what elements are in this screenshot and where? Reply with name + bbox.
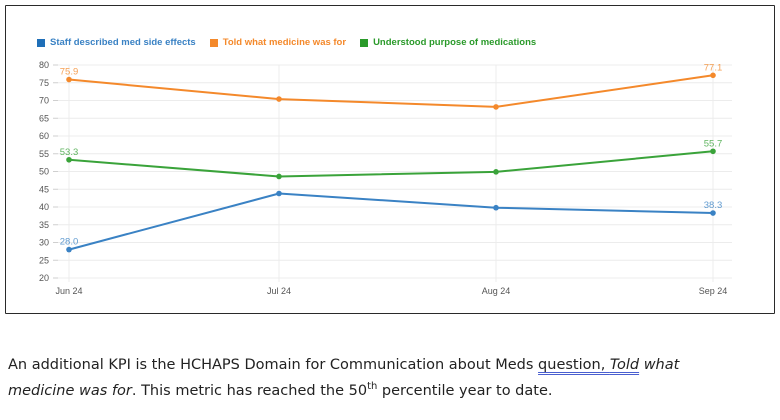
paragraph-text-3: percentile year to date. bbox=[377, 383, 552, 399]
data-point bbox=[66, 157, 72, 163]
y-tick-label: 25 bbox=[39, 255, 49, 265]
x-tick-label: Aug 24 bbox=[482, 286, 511, 296]
italic-told: Told bbox=[610, 357, 639, 373]
italic-metric-name: medicine was for bbox=[8, 383, 132, 399]
y-tick-label: 40 bbox=[39, 202, 49, 212]
y-tick-label: 45 bbox=[39, 184, 49, 194]
data-point bbox=[493, 205, 499, 211]
data-point bbox=[276, 174, 282, 180]
y-tick-label: 80 bbox=[39, 60, 49, 70]
data-label: 55.7 bbox=[704, 138, 723, 149]
italic-what: what bbox=[639, 357, 679, 373]
y-tick-label: 60 bbox=[39, 131, 49, 141]
data-point bbox=[710, 148, 716, 154]
x-tick-label: Jul 24 bbox=[267, 286, 291, 296]
paragraph-line-1: An additional KPI is the HCHAPS Domain f… bbox=[8, 352, 778, 378]
data-label: 75.9 bbox=[60, 67, 79, 78]
data-point bbox=[493, 104, 499, 110]
spellcheck-underlined-text: question, bbox=[538, 357, 610, 373]
data-label: 53.3 bbox=[60, 147, 79, 158]
data-point bbox=[276, 191, 282, 197]
series-line-2 bbox=[69, 151, 713, 176]
x-tick-label: Sep 24 bbox=[699, 286, 728, 296]
data-point bbox=[66, 77, 72, 83]
line-chart: 20 25 30 35 40 45 50 55 60 65 70 75 80 Jun 24 Jul 24 A… bbox=[0, 0, 780, 320]
paragraph-line-2: medicine was for. This metric has reache… bbox=[8, 378, 778, 404]
series-line-1 bbox=[69, 75, 713, 107]
y-tick-label: 55 bbox=[39, 149, 49, 159]
y-axis: 20 25 30 35 40 45 50 55 60 65 70 75 80 bbox=[39, 60, 58, 283]
superscript-th: th bbox=[367, 381, 377, 392]
data-label: 77.1 bbox=[704, 62, 723, 73]
paragraph-text-2: . This metric has reached the 50 bbox=[132, 383, 367, 399]
data-point bbox=[493, 169, 499, 175]
data-label: 38.3 bbox=[704, 200, 723, 211]
data-point bbox=[710, 210, 716, 216]
y-tick-label: 35 bbox=[39, 220, 49, 230]
y-tick-label: 75 bbox=[39, 78, 49, 88]
y-tick-label: 70 bbox=[39, 96, 49, 106]
x-tick-label: Jun 24 bbox=[55, 286, 82, 296]
x-axis: Jun 24 Jul 24 Aug 24 Sep 24 bbox=[55, 286, 727, 296]
data-point bbox=[276, 96, 282, 102]
data-point bbox=[710, 72, 716, 78]
y-tick-label: 20 bbox=[39, 273, 49, 283]
data-label: 28.0 bbox=[60, 237, 79, 248]
y-tick-label: 50 bbox=[39, 167, 49, 177]
y-tick-label: 30 bbox=[39, 238, 49, 248]
y-tick-label: 65 bbox=[39, 113, 49, 123]
series-lines: 28.0 38.3 75.9 77.1 53.3 55.7 bbox=[60, 62, 723, 252]
paragraph-text: An additional KPI is the HCHAPS Domain f… bbox=[8, 357, 538, 373]
series-line-0 bbox=[69, 194, 713, 250]
data-point bbox=[66, 247, 72, 253]
kpi-paragraph: An additional KPI is the HCHAPS Domain f… bbox=[8, 352, 778, 404]
